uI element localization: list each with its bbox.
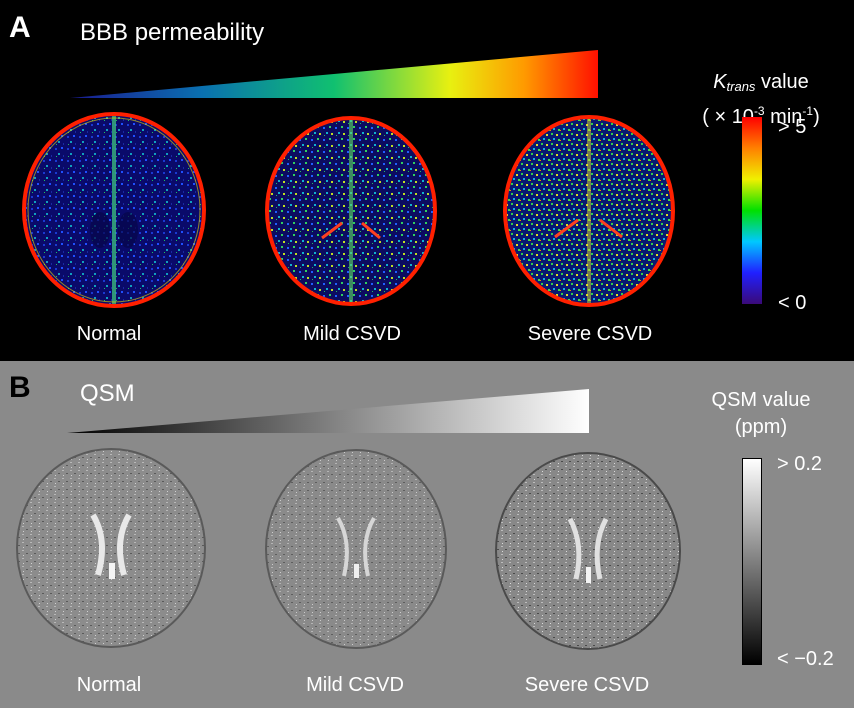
brain-label-normal: Normal bbox=[76, 323, 142, 345]
panel-a: A BBB permeability bbox=[0, 0, 854, 362]
permeability-gradient-wedge bbox=[70, 50, 598, 98]
brain-label-normal: Normal bbox=[76, 674, 142, 696]
qsm-colorbar-min-label: < −0.2 bbox=[777, 648, 834, 670]
brain-label-mild-csvd: Mild CSVD bbox=[306, 674, 404, 696]
ktrans-colorbar-max-label: > 5 bbox=[778, 116, 807, 138]
panel-b: B QSM bbox=[0, 361, 854, 708]
ktrans-colorbar bbox=[742, 117, 762, 304]
brain-ktrans-mild-csvd bbox=[265, 116, 437, 306]
qsm-colorbar bbox=[742, 458, 762, 665]
ktrans-colorbar-min-label: < 0 bbox=[778, 292, 807, 314]
brain-qsm-normal bbox=[16, 448, 206, 648]
brain-label-severe-csvd: Severe CSVD bbox=[527, 323, 653, 345]
brain-ktrans-normal bbox=[22, 112, 206, 308]
panel-a-title: BBB permeability bbox=[80, 19, 265, 46]
brain-label-mild-csvd: Mild CSVD bbox=[303, 323, 401, 345]
qsm-colorbar-title: QSM value (ppm) bbox=[711, 389, 811, 438]
brain-qsm-mild-csvd bbox=[265, 449, 447, 649]
brain-label-severe-csvd: Severe CSVD bbox=[524, 674, 650, 696]
panel-b-letter: B bbox=[9, 371, 31, 404]
qsm-colorbar-max-label: > 0.2 bbox=[777, 453, 823, 475]
brain-ktrans-severe-csvd bbox=[503, 115, 675, 307]
brain-qsm-severe-csvd bbox=[495, 452, 681, 650]
panel-b-title: QSM bbox=[80, 380, 135, 407]
ktrans-colorbar-title: Ktrans value ( × 10-3 min-1) bbox=[702, 71, 820, 128]
panel-a-letter: A bbox=[9, 11, 31, 44]
qsm-gradient-wedge bbox=[67, 389, 589, 433]
